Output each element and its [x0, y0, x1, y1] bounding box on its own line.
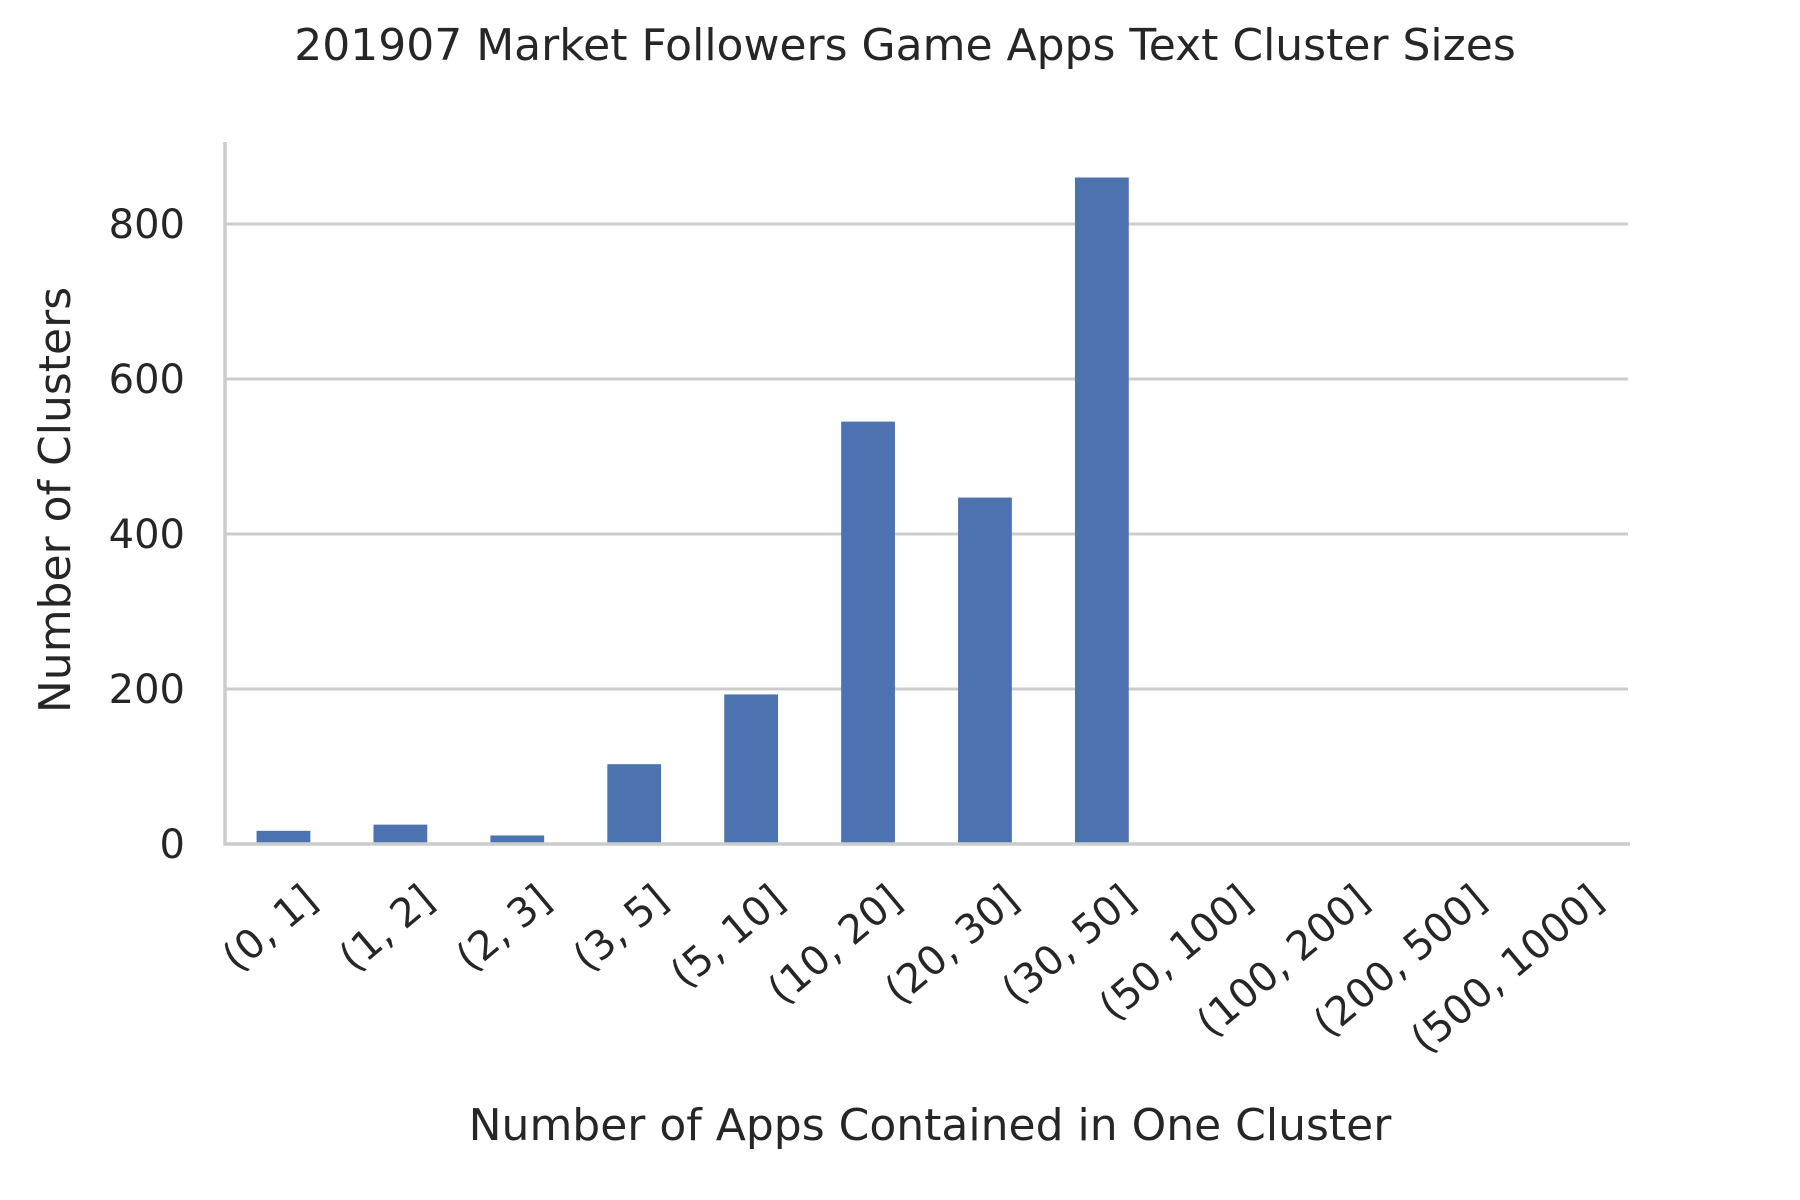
- bar: [256, 830, 311, 844]
- bar: [1074, 177, 1129, 844]
- bar: [607, 764, 662, 844]
- gridlines: [225, 222, 1628, 691]
- y-tick-label: 600: [109, 357, 185, 403]
- bars: [256, 177, 1129, 844]
- y-tick-label: 0: [160, 822, 185, 868]
- y-tick-labels: 0 200 400 600 800: [109, 202, 185, 868]
- axes: [223, 142, 1630, 846]
- bar: [958, 497, 1012, 844]
- x-tick-label: (3, 5]: [565, 876, 677, 980]
- bar: [490, 835, 545, 844]
- y-tick-label: 800: [109, 202, 185, 248]
- x-tick-label: (0, 1]: [214, 876, 326, 980]
- bar: [841, 421, 895, 844]
- x-tick-label: (1, 2]: [331, 876, 443, 980]
- bar: [373, 824, 428, 844]
- y-tick-label: 400: [109, 512, 185, 558]
- y-axis-label: Number of Clusters: [30, 287, 81, 713]
- chart-title: 201907 Market Followers Game Apps Text C…: [294, 20, 1516, 71]
- x-tick-labels: (0, 1] (1, 2] (2, 3] (3, 5](5, 10](10, 20](…: [214, 876, 1612, 1062]
- x-axis-label: Number of Apps Contained in One Cluster: [469, 1100, 1393, 1151]
- y-tick-label: 200: [109, 667, 185, 713]
- x-tick-label: (2, 3]: [448, 876, 560, 980]
- bar: [724, 694, 779, 844]
